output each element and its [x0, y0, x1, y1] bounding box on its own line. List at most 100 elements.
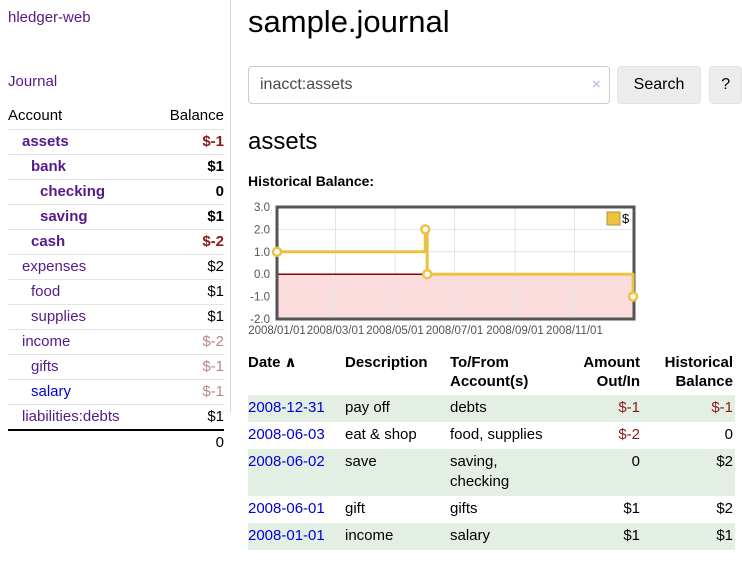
transaction-accounts: debts	[450, 399, 487, 416]
account-row: saving $1	[8, 204, 224, 230]
register-row: 2008-06-01 gift gifts $1 $2	[248, 496, 735, 523]
account-row: expenses $2	[8, 254, 224, 280]
search-form: × Search ?	[248, 66, 742, 104]
sidebar-item-journal[interactable]: Journal	[8, 73, 58, 90]
transaction-date-link[interactable]: 2008-12-31	[248, 399, 325, 416]
transaction-description: gift	[345, 500, 366, 517]
account-balance: 0	[153, 179, 224, 205]
account-balance: $-1	[153, 354, 224, 380]
accounts-total-row: 0	[8, 429, 224, 454]
account-balance: $1	[153, 204, 224, 230]
account-row: income $-2	[8, 329, 224, 355]
y-axis-tick-label: -2.0	[250, 314, 270, 326]
account-row: liabilities:debts $1	[8, 404, 224, 430]
register-header-accounts: To/From Account(s)	[450, 354, 529, 390]
account-row: salary $-1	[8, 379, 224, 405]
account-link-income[interactable]: income	[22, 333, 71, 350]
clear-search-icon[interactable]: ×	[591, 76, 601, 93]
accounts-total-spacer	[8, 429, 154, 454]
register-header-amount: Amount Out/In	[583, 354, 640, 390]
chart-section-label: Historical Balance:	[248, 173, 375, 189]
account-link-saving[interactable]: saving	[40, 208, 88, 225]
account-link-supplies[interactable]: supplies	[31, 308, 87, 325]
y-axis-tick-label: 3.0	[254, 202, 270, 214]
legend-label: $	[622, 211, 630, 226]
historical-balance-chart: $3.0 2.0 1.0 0.0 -1.0 -2.0 2008/01/01 2008/03/0…	[248, 193, 742, 337]
account-balance: $1	[153, 279, 224, 305]
transaction-date-link[interactable]: 2008-06-01	[248, 500, 325, 517]
x-axis-tick-label: 2008/07/01	[426, 325, 484, 335]
transaction-amount: 0	[631, 453, 640, 470]
account-link-gifts[interactable]: gifts	[31, 358, 59, 375]
x-axis-tick-label: 2008/09/01	[486, 325, 544, 335]
y-axis-tick-label: 2.0	[254, 224, 270, 236]
account-row: assets $-1	[8, 129, 224, 155]
brand-link[interactable]: hledger-web	[8, 9, 91, 26]
x-axis-tick-label: 2008/11/01	[546, 325, 603, 335]
account-row: food $1	[8, 279, 224, 305]
account-link-cash[interactable]: cash	[31, 233, 66, 250]
page-title: sample.journal	[248, 4, 450, 39]
y-axis-tick-label: -1.0	[250, 292, 270, 304]
search-input[interactable]	[248, 66, 610, 104]
y-axis-tick-label: 1.0	[254, 247, 270, 259]
transaction-description: income	[345, 527, 394, 544]
search-button[interactable]: Search	[616, 66, 702, 104]
transaction-description: save	[345, 453, 377, 470]
transaction-amount: $-2	[618, 426, 640, 443]
transaction-description: pay off	[345, 399, 390, 416]
transaction-accounts: gifts	[450, 500, 478, 517]
transaction-accounts: food, supplies	[450, 426, 543, 443]
transaction-balance: 0	[724, 426, 733, 443]
accounts-table: Account Balance assets $-1 bank $1 checking 0…	[8, 104, 224, 454]
transaction-balance: $1	[716, 527, 733, 544]
register-row: 2008-06-03 eat & shop food, supplies $-2 0	[248, 422, 735, 449]
account-title: assets	[248, 128, 318, 155]
transaction-accounts: salary	[450, 527, 491, 544]
x-axis-tick-label: 2008/03/01	[307, 325, 365, 335]
register-row: 2008-06-02 save saving, checking 0 $2	[248, 449, 735, 496]
account-row: cash $-2	[8, 229, 224, 255]
account-balance: $1	[153, 404, 224, 430]
search-field-wrap: ×	[248, 66, 610, 104]
account-link-checking[interactable]: checking	[40, 183, 106, 200]
main-content: sample.journal × Search ? assets Histori…	[248, 0, 742, 550]
account-balance: $-1	[153, 379, 224, 405]
register-row: 2008-12-31 pay off debts $-1 $-1	[248, 395, 735, 422]
accounts-header-balance: Balance	[169, 107, 224, 124]
account-balance: $-1	[153, 129, 224, 155]
account-link-bank[interactable]: bank	[31, 158, 67, 175]
transaction-amount: $-1	[618, 399, 640, 416]
transaction-amount: $1	[623, 527, 640, 544]
account-link-food[interactable]: food	[31, 283, 61, 300]
transaction-date-link[interactable]: 2008-01-01	[248, 527, 325, 544]
sort-asc-icon: ∧	[284, 354, 297, 371]
account-balance: $2	[153, 254, 224, 280]
help-button[interactable]: ?	[709, 66, 742, 104]
y-axis-tick-label: 0.0	[254, 269, 270, 281]
account-link-salary[interactable]: salary	[31, 383, 72, 400]
register-row: 2008-01-01 income salary $1 $1	[248, 523, 735, 550]
register-table: Date ∧ Description To/From Account(s) Amo…	[248, 351, 735, 550]
account-row: supplies $1	[8, 304, 224, 330]
accounts-header-account: Account	[8, 107, 63, 124]
account-balance: $1	[153, 304, 224, 330]
transaction-date-link[interactable]: 2008-06-03	[248, 426, 325, 443]
account-link-liabilities-debts[interactable]: liabilities:debts	[22, 408, 120, 425]
x-axis-tick-label: 2008/05/01	[366, 325, 424, 335]
register-header-row: Date ∧ Description To/From Account(s) Amo…	[248, 351, 735, 395]
transaction-balance: $2	[716, 500, 733, 517]
transaction-accounts: saving, checking	[450, 453, 510, 490]
account-balance: $1	[153, 154, 224, 180]
register-header-date[interactable]: Date ∧	[248, 354, 297, 371]
account-row: checking 0	[8, 179, 224, 205]
account-row: gifts $-1	[8, 354, 224, 380]
account-balance: $-2	[153, 229, 224, 255]
x-axis-tick-label: 2008/01/01	[248, 325, 306, 335]
account-link-expenses[interactable]: expenses	[22, 258, 87, 275]
transaction-date-link[interactable]: 2008-06-02	[248, 453, 325, 470]
account-link-assets[interactable]: assets	[22, 133, 69, 150]
legend-swatch-icon	[606, 211, 621, 226]
account-balance: $-2	[153, 329, 224, 355]
